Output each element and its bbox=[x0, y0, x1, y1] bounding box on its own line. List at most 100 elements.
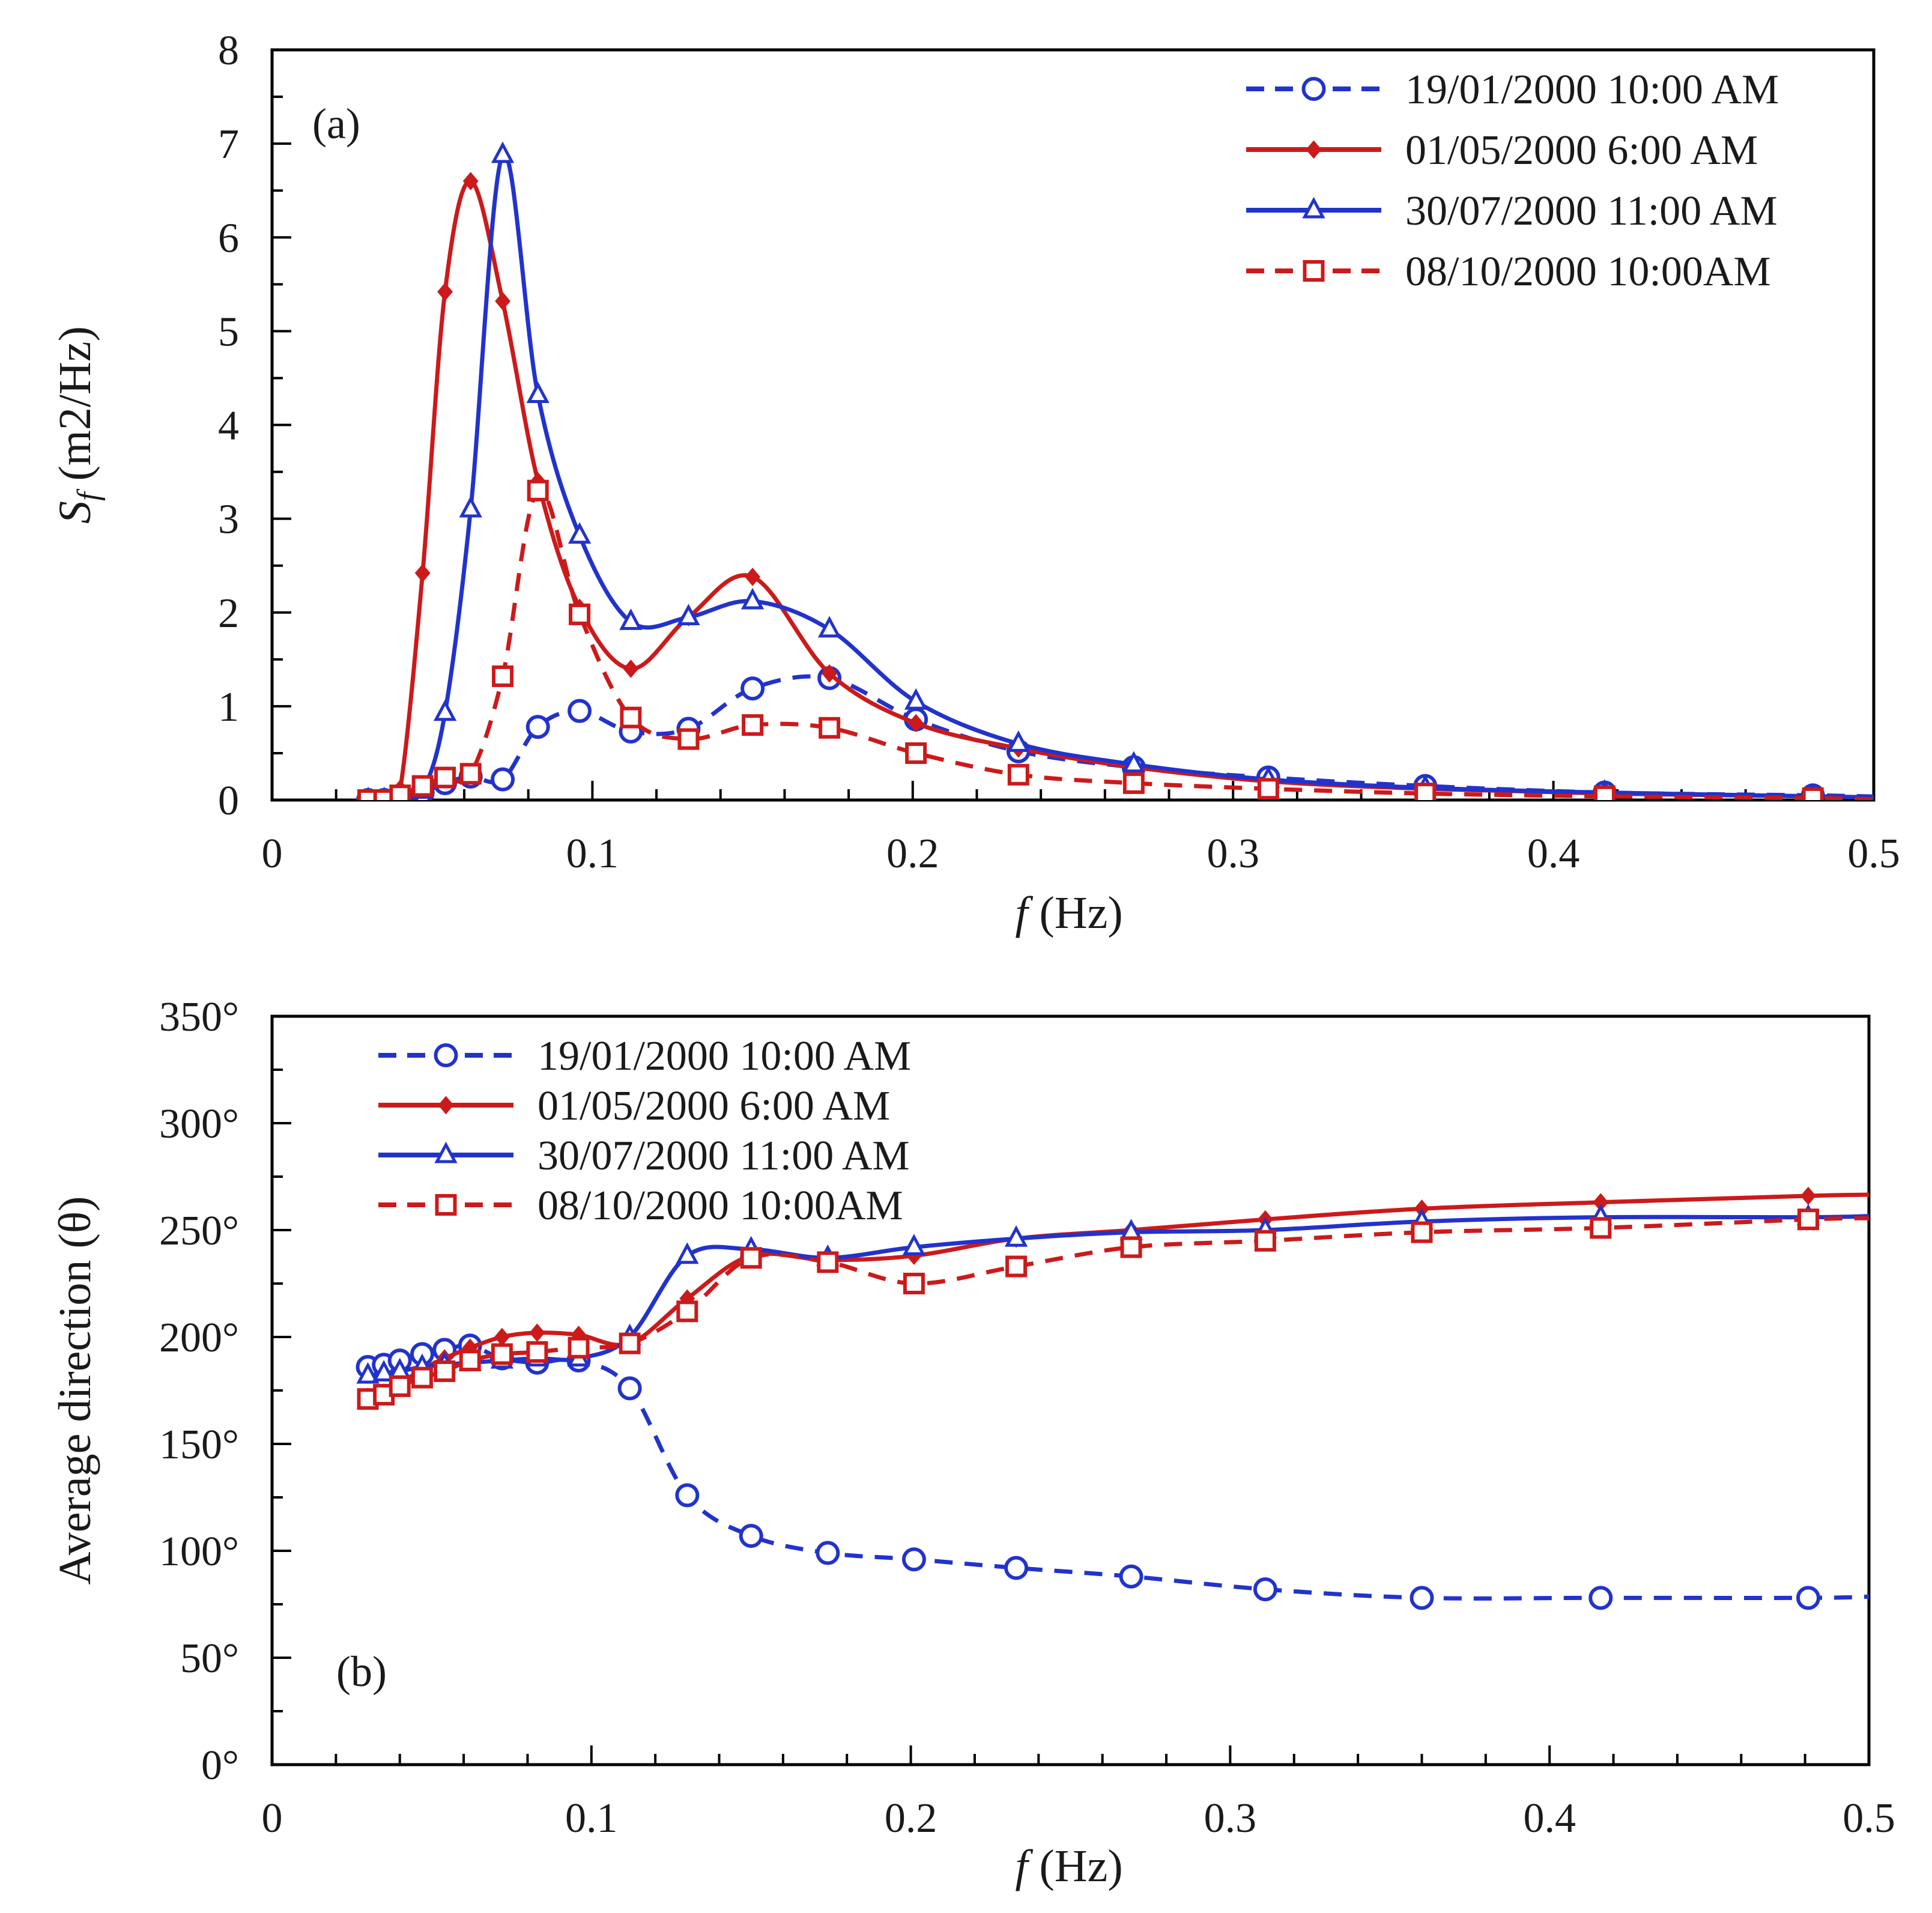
series-1-marker bbox=[525, 715, 550, 739]
x-tick-label: 0.2 bbox=[886, 831, 939, 877]
series-1 bbox=[356, 666, 1874, 800]
x-axis-title-unit: (Hz) bbox=[1028, 888, 1122, 938]
y-axis-title-symbol: S bbox=[50, 501, 100, 524]
panel-tag: (a) bbox=[312, 100, 360, 148]
series-4-line bbox=[367, 1216, 1869, 1401]
series-3-marker bbox=[1007, 730, 1030, 752]
series-3-marker bbox=[459, 496, 482, 518]
y-tick-label: 50° bbox=[180, 1636, 239, 1682]
series-4 bbox=[357, 1208, 1869, 1410]
series-4-marker bbox=[491, 1343, 513, 1365]
legend-entry: 19/01/2000 10:00 AM bbox=[1246, 67, 1779, 113]
y-tick-label: 8 bbox=[218, 28, 239, 74]
legend-entry: 19/01/2000 10:00 AM bbox=[378, 1033, 911, 1079]
series-4-marker bbox=[411, 1366, 433, 1389]
legend-marker bbox=[1302, 196, 1325, 219]
series-2-marker bbox=[494, 1327, 510, 1347]
series-2-marker bbox=[822, 664, 838, 683]
series-1-marker bbox=[740, 676, 765, 701]
series-4-marker bbox=[819, 717, 841, 739]
series-3-marker bbox=[904, 688, 928, 710]
panel-b-chart: 0 0.1 0.2 0.3 0.4 0.5 0° 50° 100° 150° 200° 250° 300… bbox=[50, 994, 1895, 1891]
series-3-marker bbox=[619, 608, 643, 630]
series-2-marker bbox=[437, 282, 453, 302]
series-3-marker bbox=[677, 604, 700, 626]
series-4-marker bbox=[1590, 1217, 1612, 1239]
y-tick-label: 300° bbox=[159, 1101, 239, 1147]
series-1-marker bbox=[675, 1483, 700, 1508]
x-tick-label: 0.1 bbox=[565, 1795, 618, 1842]
x-tick-label: 0.3 bbox=[1207, 831, 1259, 877]
y-tick-label: 3 bbox=[218, 497, 239, 543]
series-3-marker bbox=[740, 587, 765, 610]
series-1-marker bbox=[1410, 1586, 1434, 1610]
y-tick-label: 4 bbox=[218, 403, 239, 449]
legend-marker bbox=[1306, 140, 1322, 159]
series-1-marker bbox=[816, 1541, 840, 1565]
legend-entry: 08/10/2000 10:00AM bbox=[378, 1183, 903, 1229]
series-4-marker bbox=[1120, 1236, 1142, 1258]
x-tick-label: 0.5 bbox=[1843, 1795, 1895, 1842]
series-3-marker bbox=[902, 1234, 926, 1255]
legend-marker bbox=[1303, 260, 1325, 282]
legend-marker bbox=[438, 1096, 454, 1115]
legend-label: 30/07/2000 11:00 AM bbox=[1405, 188, 1778, 234]
series-4-marker bbox=[1797, 1208, 1819, 1231]
series-3-marker bbox=[433, 699, 457, 721]
y-tick-label: 0 bbox=[218, 778, 239, 824]
series-1 bbox=[356, 1333, 1869, 1610]
series-2-marker bbox=[745, 568, 761, 586]
series-1-marker bbox=[1119, 1564, 1143, 1589]
series-3-marker bbox=[491, 141, 515, 163]
legend-marker bbox=[434, 1043, 458, 1067]
legend-entry: 30/07/2000 11:00 AM bbox=[378, 1133, 910, 1179]
legend-entry: 01/05/2000 6:00 AM bbox=[378, 1083, 890, 1129]
x-tick-label: 0.5 bbox=[1847, 831, 1900, 877]
y-tick-label: 0° bbox=[201, 1742, 239, 1789]
legend-entry: 30/07/2000 11:00 AM bbox=[1246, 188, 1778, 234]
series-2-marker bbox=[623, 659, 639, 678]
series-3-marker bbox=[356, 1362, 380, 1384]
series-3-marker bbox=[372, 1360, 396, 1382]
x-tick-label: 0.4 bbox=[1523, 1795, 1576, 1842]
series-1-marker bbox=[568, 699, 592, 723]
panel-tag: (b) bbox=[336, 1648, 387, 1696]
y-tick-label: 150° bbox=[159, 1422, 239, 1468]
series-4-marker bbox=[619, 1332, 641, 1354]
series-3-marker bbox=[676, 1242, 699, 1264]
y-tick-label: 5 bbox=[218, 309, 239, 355]
series-4-marker bbox=[1257, 778, 1279, 800]
series-3-line bbox=[368, 1214, 1869, 1378]
x-axis-title: f (Hz) bbox=[1015, 888, 1122, 938]
series-4-marker bbox=[1593, 785, 1616, 800]
series-1-marker bbox=[1588, 1586, 1613, 1610]
y-tick-label: 350° bbox=[159, 994, 239, 1040]
y-axis-title-unit: (m2/Hz) bbox=[50, 326, 100, 492]
series-3-marker bbox=[1004, 1225, 1028, 1247]
legend-label: 08/10/2000 10:00AM bbox=[538, 1183, 903, 1229]
legend-label: 19/01/2000 10:00 AM bbox=[1405, 67, 1779, 113]
x-tick-label: 0.2 bbox=[885, 1795, 937, 1842]
series-2-marker bbox=[529, 1323, 545, 1342]
series-2-marker bbox=[462, 172, 479, 190]
series-1-marker bbox=[739, 1524, 763, 1548]
y-tick-label: 250° bbox=[159, 1208, 239, 1254]
x-tick-label: 0 bbox=[262, 831, 283, 877]
series-4-marker bbox=[389, 1375, 411, 1397]
series-3-marker bbox=[568, 522, 592, 544]
series-4-marker bbox=[1005, 1255, 1028, 1278]
series-4-marker bbox=[389, 784, 411, 800]
legend-entry: 08/10/2000 10:00AM bbox=[1246, 249, 1771, 295]
series-4-marker bbox=[676, 1300, 698, 1323]
x-tick-label: 0 bbox=[262, 1795, 283, 1842]
x-tick-label: 0.1 bbox=[566, 831, 619, 877]
series-1-line bbox=[368, 1343, 1869, 1601]
series-4-marker bbox=[411, 775, 434, 797]
x-tick-label: 0.3 bbox=[1204, 1795, 1257, 1842]
series-4-marker bbox=[903, 1273, 925, 1294]
series-4-marker bbox=[434, 766, 456, 789]
legend-marker bbox=[435, 1194, 457, 1216]
series-4-marker bbox=[1802, 787, 1824, 800]
